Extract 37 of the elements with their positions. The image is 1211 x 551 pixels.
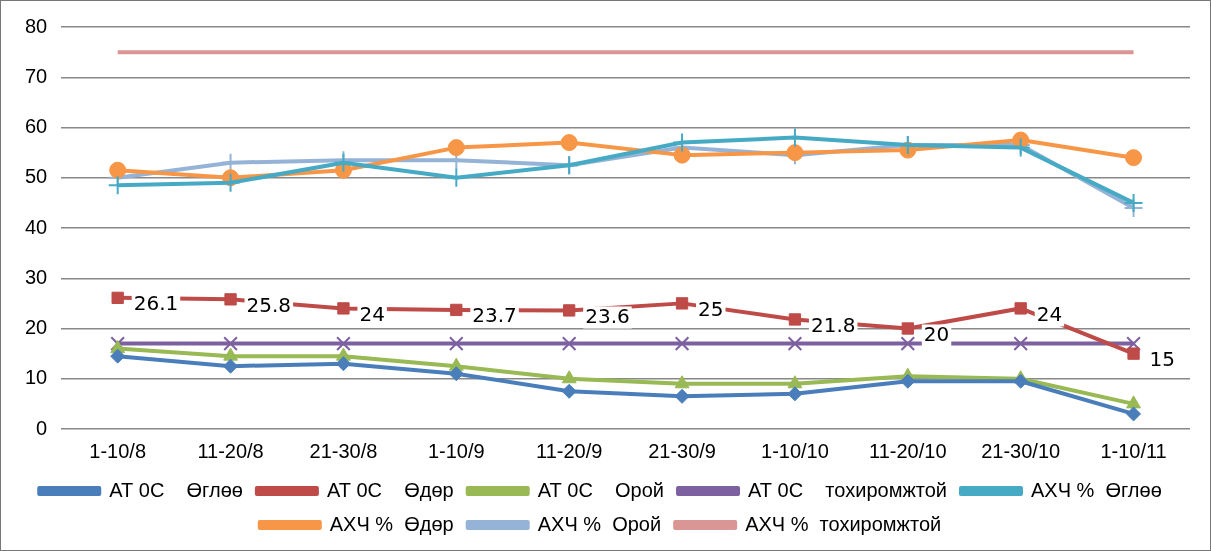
data-label: 26.1 — [133, 291, 179, 316]
legend-label: АТ 0С Өглөө — [109, 478, 243, 501]
legend-label: АХЧ % тохиромжтой — [745, 512, 942, 535]
legend-label: АХЧ % Орой — [537, 512, 662, 535]
data-label: 20 — [923, 321, 950, 346]
data-label: 24 — [359, 301, 385, 326]
legend-label: АХЧ % Өдөр — [329, 512, 454, 535]
data-label: 25.8 — [246, 292, 292, 317]
legend-label: АТ 0С Өдөр — [326, 478, 454, 501]
data-label: 21.8 — [810, 312, 856, 337]
y-tick-label: 0 — [36, 416, 48, 439]
x-tick-label: 11-20/8 — [197, 439, 264, 462]
x-tick-label: 21-30/10 — [981, 439, 1061, 462]
x-tick-label: 11-20/9 — [536, 439, 603, 462]
legend-label: АТ 0С тохиромжтой — [748, 478, 947, 501]
y-tick-label: 70 — [25, 64, 48, 87]
x-tick-label: 1-10/11 — [1100, 439, 1167, 462]
legend-label: АХЧ % Өглөө — [1030, 478, 1162, 501]
x-tick-label: 1-10/9 — [427, 439, 485, 462]
y-tick-label: 60 — [25, 115, 48, 138]
x-tick-label: 21-30/8 — [309, 439, 378, 462]
x-tick-label: 21-30/9 — [648, 439, 716, 462]
y-tick-label: 20 — [25, 316, 48, 339]
legend-label: АТ 0С Орой — [537, 478, 665, 501]
data-label: 23.6 — [585, 303, 630, 328]
data-label: 23.7 — [472, 303, 517, 328]
x-tick-label: 11-20/10 — [869, 439, 947, 462]
data-label: 25 — [698, 296, 724, 321]
y-tick-label: 80 — [25, 14, 48, 37]
y-tick-label: 10 — [25, 366, 48, 389]
y-tick-label: 30 — [25, 265, 48, 288]
x-tick-label: 1-10/8 — [89, 439, 147, 462]
y-tick-label: 50 — [25, 165, 48, 188]
x-tick-label: 1-10/10 — [761, 439, 829, 462]
data-label: 24 — [1036, 301, 1063, 326]
data-label: 15 — [1149, 346, 1176, 371]
y-tick-label: 40 — [25, 215, 48, 238]
